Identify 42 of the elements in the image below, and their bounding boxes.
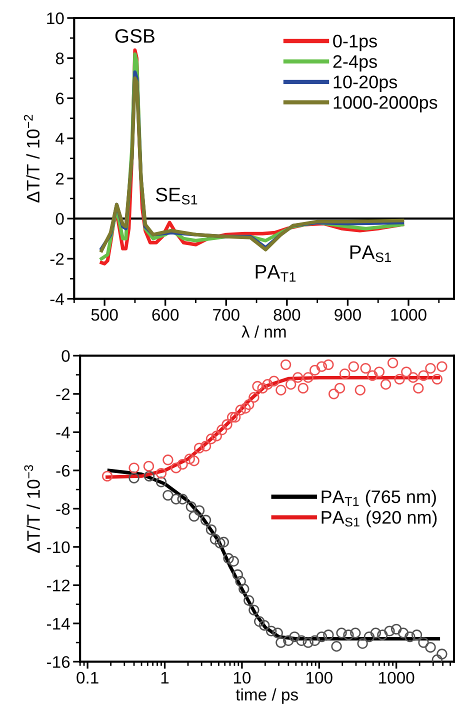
- annotation: PA$_{T1}$: [256, 265, 296, 282]
- y-axis-title: ΔT/T / 10$^{−2}$: [24, 114, 40, 203]
- legend-label: 0-1ps: [333, 34, 377, 52]
- x-tick-label: 1000: [391, 308, 426, 321]
- x-tick-label: 1000: [379, 672, 414, 684]
- x-tick-label: 10: [234, 672, 251, 684]
- y-tick-label: -2: [56, 388, 70, 400]
- y-tick-label: 4: [56, 132, 64, 144]
- legend-label: PA$_{S1}$ (920 nm): [322, 510, 437, 528]
- x-tick-label: 600: [152, 308, 179, 321]
- x-tick-label: 0.1: [76, 672, 98, 684]
- y-tick-label: -14: [47, 618, 70, 630]
- y-tick-label: -2: [50, 253, 64, 265]
- y-tick-label: 8: [56, 52, 64, 64]
- annotation: SE$_{S1}$: [156, 188, 198, 205]
- y-tick-label: -10: [47, 541, 70, 554]
- x-tick-label: 700: [213, 308, 240, 321]
- y-tick-label: -12: [47, 580, 70, 592]
- y-tick-label: -8: [56, 503, 70, 515]
- y-axis-title: ΔT/T / 10$^{−3}$: [24, 465, 40, 553]
- y-tick-label: -4: [56, 426, 70, 438]
- y-tick-label: 0: [56, 212, 64, 225]
- legend-label: PA$_{T1}$ (765 nm): [322, 490, 436, 507]
- annotation: PA$_{S1}$: [350, 245, 391, 262]
- legend-label: 2-4ps: [333, 55, 377, 72]
- legend-label: 10-20ps: [334, 76, 398, 92]
- x-tick-label: 500: [91, 308, 118, 321]
- x-axis-title: λ / nm: [242, 325, 286, 338]
- x-tick-label: 800: [274, 308, 300, 321]
- x-axis-title: time / ps: [236, 688, 298, 704]
- y-tick-label: 10: [47, 12, 64, 24]
- y-tick-label: -4: [50, 293, 64, 305]
- y-tick-label: 0: [62, 350, 70, 362]
- y-tick-label: 6: [56, 92, 64, 104]
- x-tick-label: 1: [161, 672, 169, 684]
- y-tick-label: -6: [56, 464, 70, 477]
- legend-label: 1000-2000ps: [334, 96, 438, 112]
- x-tick-label: 900: [334, 308, 361, 321]
- y-tick-label: 2: [56, 172, 64, 184]
- x-tick-label: 100: [306, 672, 332, 684]
- annotation: GSB: [115, 29, 154, 43]
- y-tick-label: -16: [47, 656, 70, 668]
